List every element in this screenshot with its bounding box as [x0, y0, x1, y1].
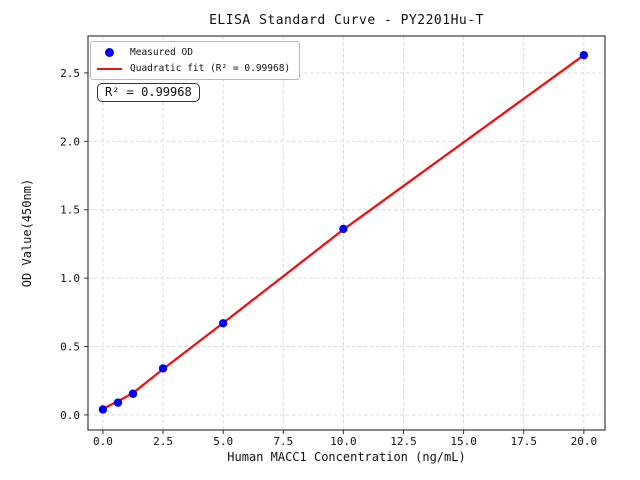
data-point: [158, 364, 168, 373]
x-tick-label: 17.5: [510, 435, 537, 448]
x-tick-label: 15.0: [450, 435, 477, 448]
y-tick-label: 1.0: [60, 272, 80, 285]
legend-handle: [97, 67, 122, 70]
legend-label: Measured OD: [130, 47, 193, 58]
scatter-marker-icon: [105, 48, 114, 57]
y-tick-label: 0.0: [60, 409, 80, 422]
data-point: [218, 319, 228, 328]
legend-item-quadratic-fit: Quadratic fit (R² = 0.99968): [97, 63, 290, 74]
x-tick-label: 7.5: [273, 435, 293, 448]
r-squared-annotation: R² = 0.99968: [97, 83, 200, 102]
data-point: [339, 224, 348, 234]
chart-title: ELISA Standard Curve - PY2201Hu-T: [209, 13, 484, 28]
legend-item-measured-od: Measured OD: [97, 47, 290, 58]
x-tick-label: 20.0: [571, 435, 598, 448]
legend-label: Quadratic fit (R² = 0.99968): [130, 63, 291, 74]
y-axis-label: OD Value(450nm): [20, 178, 34, 288]
data-point: [98, 405, 108, 414]
y-tick-label: 1.5: [60, 204, 80, 217]
y-tick-label: 2.0: [60, 135, 80, 148]
y-tick-label: 0.5: [60, 341, 80, 354]
y-tick-label: 2.5: [60, 67, 80, 80]
legend-handle: [97, 48, 122, 57]
line-marker-icon: [97, 67, 122, 70]
data-point: [128, 389, 138, 398]
data-point: [579, 50, 589, 60]
legend: Measured OD Quadratic fit (R² = 0.99968): [90, 41, 301, 80]
x-axis-label: Human MACC1 Concentration (ng/mL): [227, 450, 466, 464]
x-tick-label: 10.0: [330, 435, 357, 448]
x-tick-label: 0.0: [93, 435, 113, 448]
x-tick-label: 12.5: [390, 435, 417, 448]
data-point: [113, 398, 123, 407]
x-tick-label: 2.5: [153, 435, 173, 448]
plot-border: [87, 35, 606, 431]
x-tick-label: 5.0: [213, 435, 233, 448]
